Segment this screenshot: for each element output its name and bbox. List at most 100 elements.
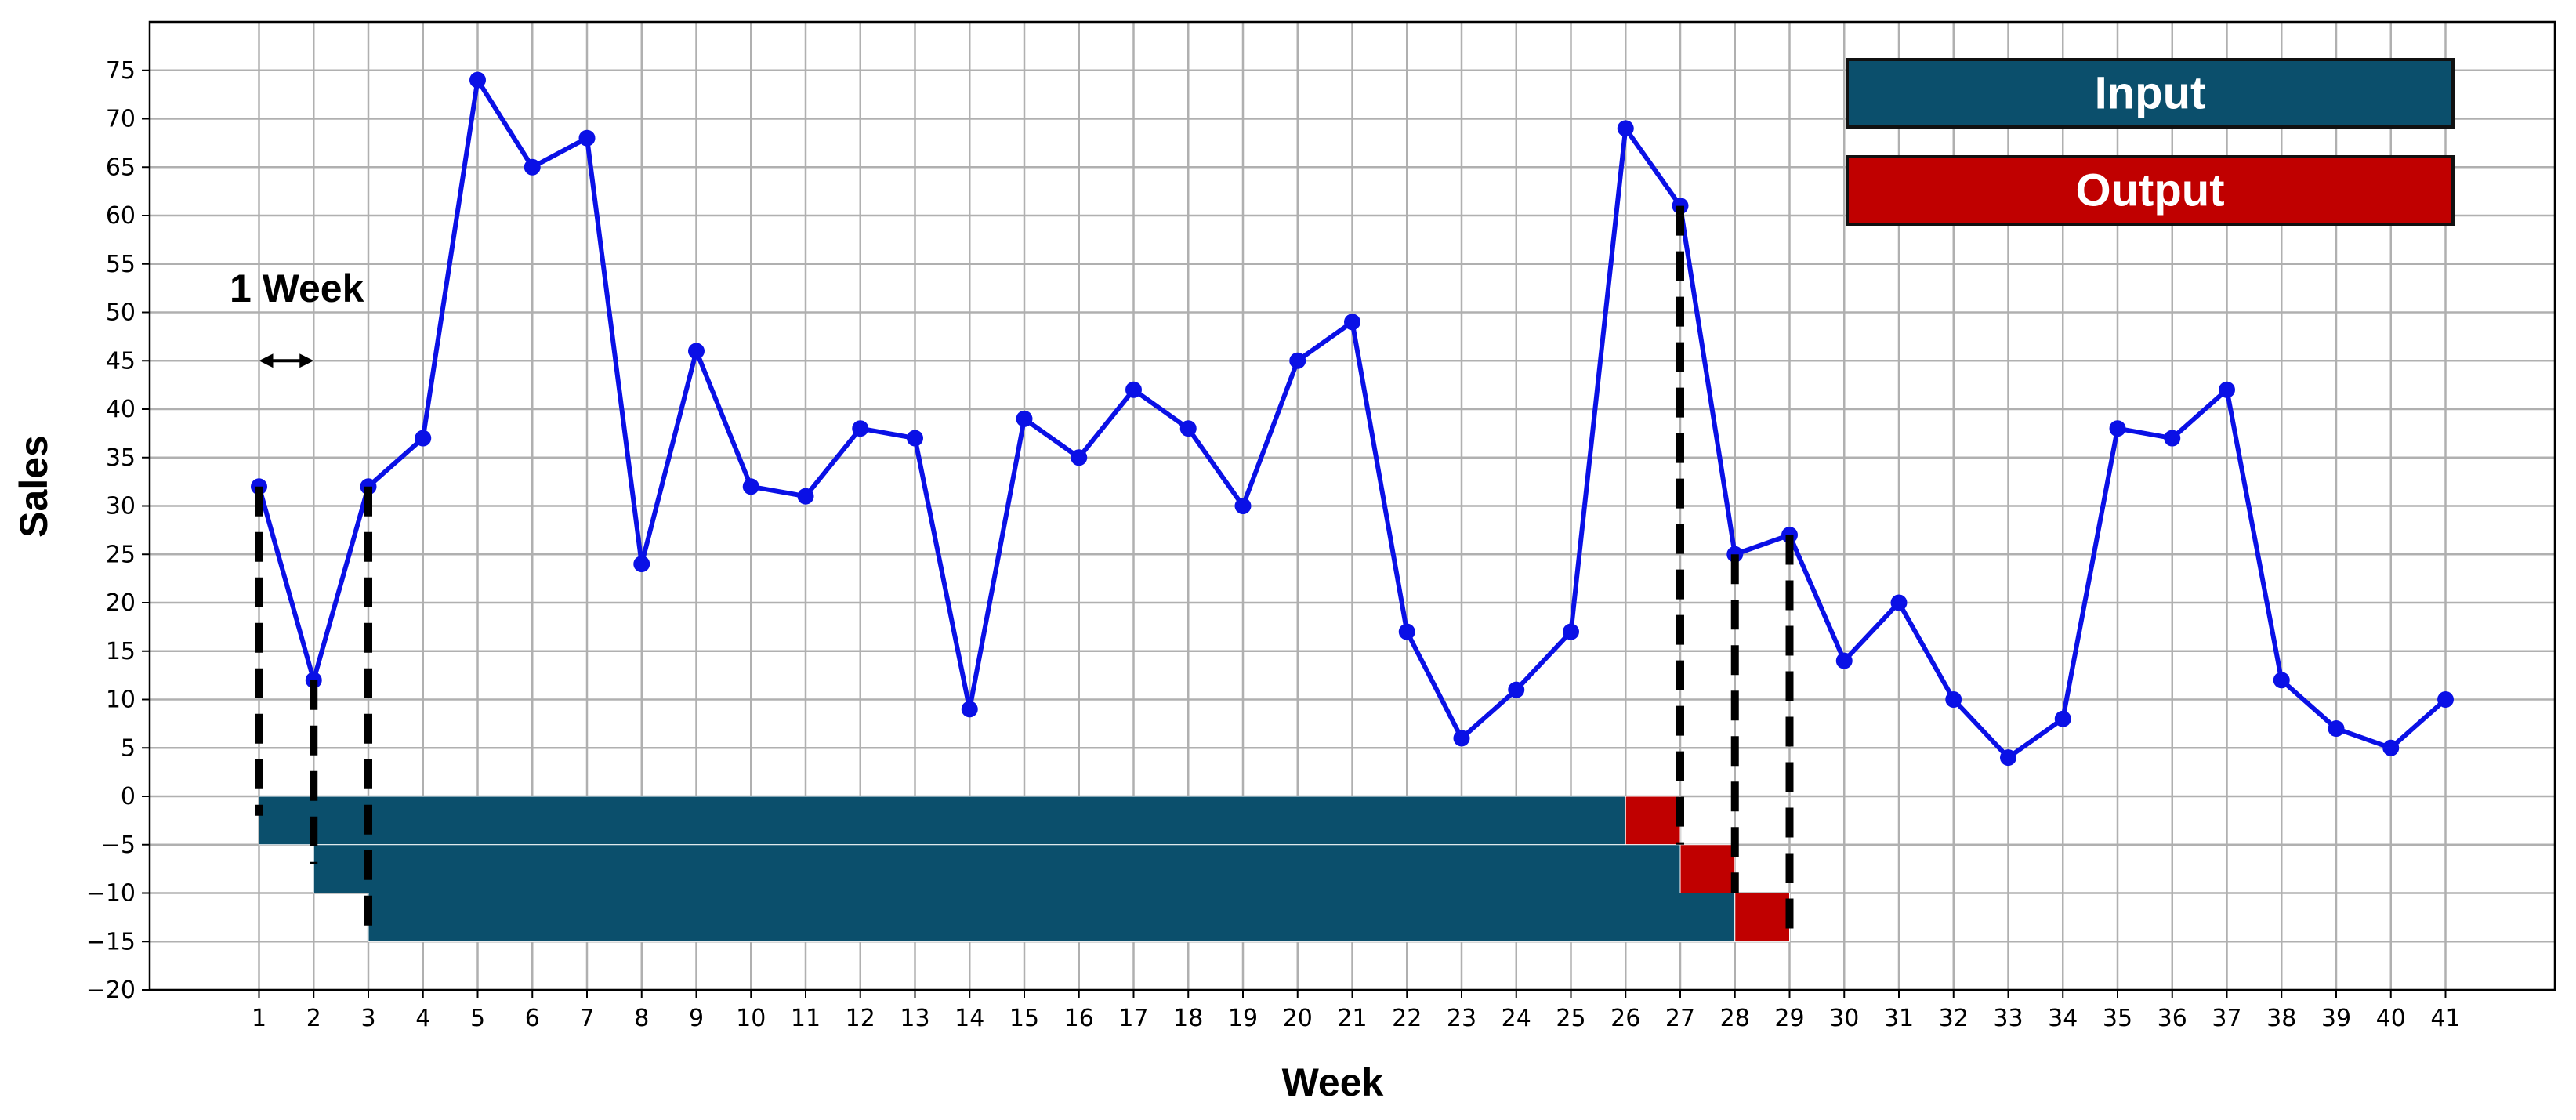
x-tick-label: 39 [2321, 1005, 2351, 1032]
x-tick-label: 1 [252, 1005, 266, 1032]
x-tick-label: 41 [2430, 1005, 2460, 1032]
x-tick-label: 5 [470, 1005, 485, 1032]
sales-point [1508, 681, 1525, 698]
x-tick-label: 27 [1665, 1005, 1695, 1032]
x-tick-label: 22 [1392, 1005, 1422, 1032]
x-tick-label: 18 [1173, 1005, 1203, 1032]
y-tick-label: 45 [106, 347, 136, 375]
sales-point [2000, 749, 2016, 767]
sliding-windows [259, 796, 1790, 942]
x-tick-label: 14 [955, 1005, 984, 1032]
y-axis-label: Sales [12, 435, 56, 538]
legend: Input Output [1846, 58, 2455, 226]
y-tick-label: 0 [121, 783, 136, 810]
sales-point [1344, 314, 1360, 331]
x-tick-label: 32 [1939, 1005, 1969, 1032]
x-tick-label: 6 [525, 1005, 540, 1032]
x-tick-label: 23 [1447, 1005, 1476, 1032]
y-tick-label: −20 [86, 977, 136, 1004]
sales-point [2054, 710, 2071, 727]
sales-point [2109, 420, 2126, 437]
y-tick-label: 30 [106, 493, 136, 520]
sales-point [2273, 672, 2290, 689]
y-tick-label: 5 [121, 734, 136, 762]
y-tick-label: 15 [106, 638, 136, 665]
output-window-bar [1679, 844, 1736, 893]
sales-point [1234, 498, 1252, 514]
output-window-bar [1734, 893, 1790, 942]
sales-point [2164, 430, 2181, 447]
y-tick-label: 55 [106, 251, 136, 278]
x-tick-label: 34 [2048, 1005, 2078, 1032]
sales-point [415, 430, 432, 447]
input-window-bar [313, 844, 1681, 893]
input-window-bar [259, 796, 1626, 846]
sales-series [251, 71, 2454, 767]
x-tick-label: 13 [900, 1005, 929, 1032]
x-tick-label: 12 [846, 1005, 875, 1032]
sales-point [1617, 120, 1634, 137]
sales-point [2382, 739, 2400, 756]
sales-point [1179, 420, 1197, 437]
sales-point [797, 488, 814, 505]
sales-point [1016, 410, 1033, 427]
y-tick-label: 65 [106, 154, 136, 181]
x-tick-labels: 1 2 3 4 5 6 7 8 9 10 11 12 13 14 15 16 17 18 19 20 21 22 23 24 2… [252, 990, 2461, 1032]
y-tick-label: 75 [106, 57, 136, 85]
x-tick-label: 11 [791, 1005, 821, 1032]
sales-point [633, 556, 650, 573]
y-tick-label: 70 [106, 106, 136, 133]
legend-output-box [1846, 155, 2455, 226]
x-tick-label: 31 [1884, 1005, 1914, 1032]
x-tick-label: 8 [634, 1005, 649, 1032]
x-tick-label: 16 [1064, 1005, 1094, 1032]
x-tick-label: 10 [736, 1005, 766, 1032]
x-tick-label: 40 [2376, 1005, 2406, 1032]
sales-point [1289, 352, 1306, 369]
sales-point [907, 430, 923, 447]
y-tick-label: −10 [86, 880, 136, 908]
y-tick-label: −5 [101, 832, 136, 859]
x-tick-label: 3 [360, 1005, 375, 1032]
sales-point [1945, 691, 1962, 708]
y-tick-label: 40 [106, 396, 136, 423]
x-tick-label: 26 [1610, 1005, 1640, 1032]
output-window-bar [1625, 796, 1681, 846]
sales-point [2437, 691, 2454, 708]
legend-output-label: Output [2075, 165, 2224, 216]
x-tick-label: 2 [306, 1005, 321, 1032]
sales-point [1071, 449, 1088, 466]
y-tick-label: −15 [86, 928, 136, 955]
x-tick-label: 7 [579, 1005, 594, 1032]
sales-point [578, 129, 596, 147]
sales-point [2219, 381, 2235, 398]
x-tick-label: 9 [689, 1005, 704, 1032]
x-tick-label: 37 [2212, 1005, 2241, 1032]
x-tick-label: 30 [1829, 1005, 1859, 1032]
y-tick-labels: −20 −15 −10 −5 0 5 10 15 20 25 30 35 40 45 50 55 60 65 70 7… [86, 57, 150, 1004]
sales-point [688, 343, 705, 360]
sales-point [1125, 381, 1142, 398]
sales-point [742, 478, 759, 495]
sales-point [961, 701, 978, 718]
y-tick-label: 25 [106, 541, 136, 568]
y-tick-label: 60 [106, 202, 136, 230]
y-tick-label: 35 [106, 444, 136, 472]
sales-point [852, 420, 869, 437]
sales-point [2328, 720, 2345, 738]
x-tick-label: 38 [2266, 1005, 2296, 1032]
sales-point [1835, 652, 1853, 669]
legend-input-label: Input [2095, 68, 2206, 119]
x-tick-label: 33 [1993, 1005, 2023, 1032]
x-tick-label: 4 [415, 1005, 430, 1032]
one-week-annotation: 1 Week [230, 266, 364, 368]
x-tick-label: 29 [1774, 1005, 1804, 1032]
y-tick-label: 10 [106, 687, 136, 714]
sales-point [1398, 623, 1415, 640]
sales-point [469, 71, 486, 89]
x-tick-label: 19 [1228, 1005, 1258, 1032]
legend-input-box [1846, 58, 2455, 129]
x-tick-label: 21 [1337, 1005, 1367, 1032]
sales-point [524, 158, 541, 176]
